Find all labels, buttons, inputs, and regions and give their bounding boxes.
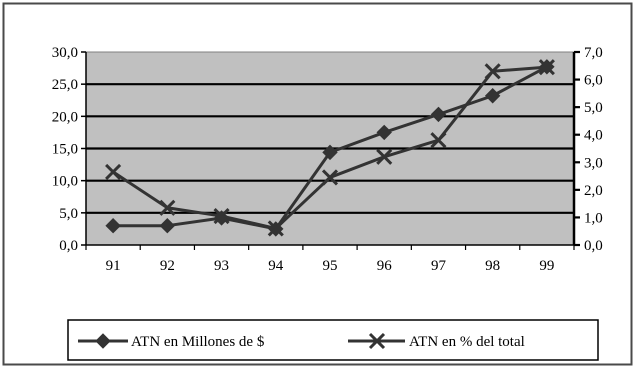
data-point-diamond xyxy=(484,88,501,104)
data-point-x xyxy=(105,163,122,180)
data-point-diamond xyxy=(430,106,447,123)
legend-box xyxy=(67,319,599,361)
marker-x-stroke xyxy=(430,132,447,149)
x-axis-tick-label: 92 xyxy=(160,258,175,274)
data-point-x xyxy=(484,63,501,80)
legend: ATN en Millones de $ ATN en % del total xyxy=(67,319,599,361)
legend-marker-diamond xyxy=(95,333,111,349)
series-layer xyxy=(105,59,555,237)
left-axis-tick-label: 20,0 xyxy=(52,109,78,125)
right-axis-tick-label: 1,0 xyxy=(584,210,603,226)
marker-x-stroke xyxy=(538,59,555,76)
right-axis-tick-label: 0,0 xyxy=(584,238,603,254)
data-point-x xyxy=(267,220,284,237)
data-point-x xyxy=(538,59,555,76)
marker-x-stroke xyxy=(267,220,284,237)
legend-marker-x xyxy=(368,332,386,350)
data-point-x xyxy=(376,148,393,165)
data-point-x xyxy=(321,169,339,186)
marker-x-stroke xyxy=(213,207,230,225)
legend-item-1: ATN en Millones de $ xyxy=(78,333,265,350)
marker-x-stroke xyxy=(105,163,122,180)
x-axis-tick-label: 95 xyxy=(323,258,338,274)
data-point-diamond xyxy=(322,144,338,161)
right-axis-tick-label: 5,0 xyxy=(584,100,603,116)
data-point-diamond xyxy=(376,124,392,141)
data-point-x xyxy=(159,199,176,216)
left-axis-tick-label: 0,0 xyxy=(59,238,78,254)
marker-x-stroke xyxy=(376,148,393,165)
right-axis-tick-label: 4,0 xyxy=(584,128,603,144)
left-axis-tick-label: 30,0 xyxy=(52,45,78,61)
x-axis-tick-label: 94 xyxy=(268,258,284,274)
legend-label-1: ATN en Millones de $ xyxy=(131,334,265,350)
data-point-x xyxy=(213,207,230,225)
legend-item-2: ATN en % del total xyxy=(348,332,525,350)
data-point-diamond xyxy=(159,217,176,234)
legend-label-2: ATN en % del total xyxy=(409,334,525,350)
x-axis-tick-label: 91 xyxy=(106,258,121,274)
right-axis-tick-label: 7,0 xyxy=(584,45,603,61)
x-axis-tick-label: 96 xyxy=(377,258,393,274)
data-point-diamond xyxy=(105,217,121,234)
marker-x-stroke xyxy=(159,199,176,216)
left-axis-tick-label: 15,0 xyxy=(52,142,78,158)
marker-x-stroke xyxy=(321,169,339,186)
marker-x-stroke xyxy=(368,332,386,350)
axes: 0,0 5,0 10,0 15,0 20,0 25,0 30,0 0,0 1,0 2,0 3,0 4,… xyxy=(52,45,603,274)
x-axis-tick-label: 98 xyxy=(485,258,500,274)
marker-x-stroke xyxy=(484,63,501,80)
right-axis-tick-label: 3,0 xyxy=(584,155,603,171)
left-axis-tick-label: 25,0 xyxy=(52,77,78,93)
left-axis-tick-label: 5,0 xyxy=(59,206,78,222)
series-2 xyxy=(105,59,555,237)
data-point-x xyxy=(430,132,447,149)
right-axis-tick-label: 6,0 xyxy=(584,73,603,89)
x-axis-tick-label: 97 xyxy=(431,258,447,274)
x-axis-tick-label: 99 xyxy=(539,258,554,274)
right-axis-tick-label: 2,0 xyxy=(584,183,603,199)
left-axis-tick-label: 10,0 xyxy=(52,174,78,190)
x-axis-tick-label: 93 xyxy=(214,258,229,274)
